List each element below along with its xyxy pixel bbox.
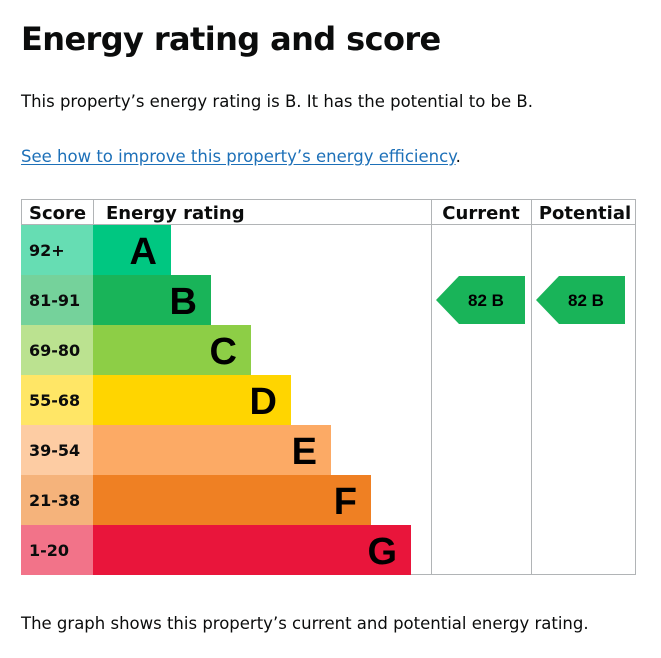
band-bar-e: [93, 425, 331, 475]
band-letter-a: A: [130, 231, 157, 273]
score-header: Score: [29, 203, 86, 224]
score-label-d: 55-68: [29, 391, 80, 410]
current-rating-label: 82 B: [468, 291, 504, 310]
rating-bands: 92+ A 81-91 B 69-80 C 55-68 D 39-54 E 21-38 F 1-20 G: [21, 225, 411, 575]
chart-caption: The graph shows this property’s current …: [21, 614, 589, 633]
current-header: Current: [442, 203, 520, 224]
link-suffix: .: [455, 147, 461, 166]
score-label-a: 92+: [29, 241, 65, 260]
score-cell-f: [21, 475, 93, 525]
score-cell-a: [21, 225, 93, 275]
rating-summary: This property’s energy rating is B. It h…: [21, 92, 533, 111]
potential-rating-arrow: [536, 276, 625, 324]
band-bar-a: [93, 225, 171, 275]
score-cell-b: [21, 275, 93, 325]
band-bar-g: [93, 525, 411, 575]
score-cell-g: [21, 525, 93, 575]
improve-efficiency-link[interactable]: See how to improve this property’s energ…: [21, 147, 456, 166]
band-letter-d: D: [250, 381, 277, 423]
band-bar-c: [93, 325, 251, 375]
band-letter-b: B: [170, 281, 197, 323]
band-bar-b: [93, 275, 211, 325]
band-bar-f: [93, 475, 371, 525]
score-label-e: 39-54: [29, 441, 80, 460]
score-label-b: 81-91: [29, 291, 80, 310]
score-label-g: 1-20: [29, 541, 69, 560]
rating-arrows: 82 B 82 B: [436, 276, 625, 324]
band-letter-c: C: [210, 331, 237, 373]
score-cell-e: [21, 425, 93, 475]
band-letter-g: G: [367, 531, 397, 573]
band-letter-f: F: [334, 481, 357, 523]
improve-link-paragraph: See how to improve this property’s energ…: [21, 146, 461, 168]
band-bar-d: [93, 375, 291, 425]
energy-rating-header: Energy rating: [106, 203, 245, 224]
current-rating-arrow: [436, 276, 525, 324]
energy-rating-chart: Score Energy rating Current Potential 92…: [21, 199, 636, 575]
potential-header: Potential: [539, 203, 631, 224]
page-title: Energy rating and score: [21, 20, 441, 58]
band-letter-e: E: [292, 431, 317, 473]
score-cell-c: [21, 325, 93, 375]
score-cell-d: [21, 375, 93, 425]
potential-rating-label: 82 B: [568, 291, 604, 310]
score-label-f: 21-38: [29, 491, 80, 510]
score-label-c: 69-80: [29, 341, 80, 360]
